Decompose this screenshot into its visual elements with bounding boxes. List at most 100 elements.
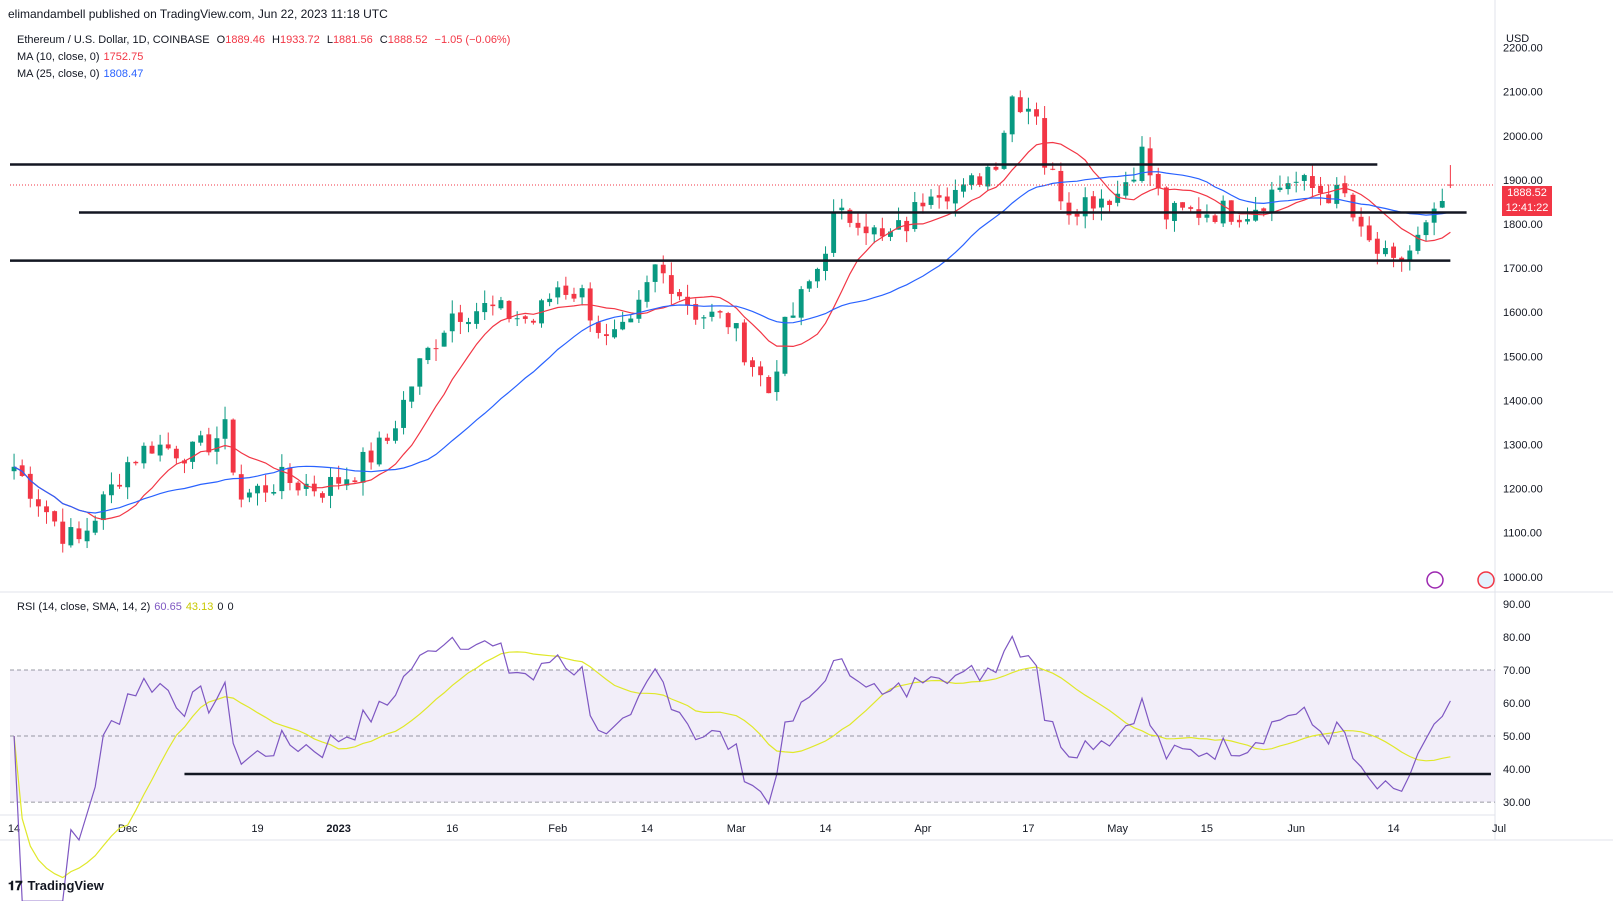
candle-body — [60, 521, 66, 544]
time-tick-label: 2023 — [326, 823, 350, 835]
candle-body — [595, 322, 601, 333]
candle-body — [1025, 108, 1031, 112]
candle-body — [668, 275, 674, 294]
candle-body — [1204, 214, 1210, 218]
price-tick-label: 1700.00 — [1503, 263, 1543, 275]
candle-body — [636, 299, 642, 319]
rsi-tick-label: 70.00 — [1503, 665, 1531, 677]
candle-body — [1123, 182, 1129, 196]
currency-label: USD — [1506, 33, 1529, 45]
open-value: 1889.46 — [225, 34, 265, 46]
candle-body — [571, 293, 577, 299]
time-tick-label: May — [1107, 823, 1128, 835]
time-tick-label: 14 — [8, 823, 20, 835]
candle-body — [100, 494, 106, 521]
low-label: L — [326, 34, 333, 46]
candle-body — [1188, 207, 1194, 209]
candle-body — [506, 300, 512, 320]
time-tick-label: 16 — [446, 823, 458, 835]
candle-body — [579, 288, 585, 298]
candle-body — [1155, 173, 1161, 189]
candle-body — [928, 196, 934, 205]
candle-body — [246, 492, 252, 498]
high-value: 1933.72 — [279, 34, 320, 46]
ma10-legend[interactable]: MA (10, close, 0) 1752.75 — [17, 51, 147, 63]
candle-body — [214, 438, 220, 452]
candle-body — [368, 450, 374, 463]
candle-body — [1261, 208, 1267, 211]
candle-body — [628, 318, 634, 323]
symbol-name[interactable]: Ethereum / U.S. Dollar, 1D, COINBASE — [17, 34, 210, 46]
candle-body — [944, 196, 950, 202]
candle-body — [1058, 170, 1064, 202]
candle-body — [109, 484, 114, 496]
candle-body — [1147, 148, 1153, 176]
candle-body — [11, 466, 17, 472]
candle-body — [977, 176, 983, 185]
ma25-line — [13, 171, 1451, 514]
candle-body — [1066, 202, 1072, 216]
price-tick-label: 1300.00 — [1503, 439, 1543, 451]
rsi-value: 60.65 — [154, 601, 182, 613]
candle-body — [449, 313, 455, 332]
candle-body — [1358, 216, 1364, 227]
price-tick-label: 1500.00 — [1503, 351, 1543, 363]
candle-body — [1318, 185, 1323, 194]
candle-body — [660, 264, 666, 274]
candle-body — [1374, 238, 1380, 254]
time-tick-label: Jun — [1287, 823, 1305, 835]
candle-body — [84, 530, 90, 542]
candle-body — [693, 304, 699, 320]
candle-body — [823, 253, 828, 272]
candle-body — [1285, 183, 1291, 190]
candle-body — [677, 292, 682, 297]
candle-body — [417, 358, 423, 387]
candle-body — [27, 473, 33, 499]
candle-body — [52, 511, 58, 522]
candle-body — [393, 428, 398, 441]
publish-header: elimandambell published on TradingView.c… — [8, 7, 388, 21]
candle-body — [1350, 194, 1356, 218]
ma25-legend[interactable]: MA (25, close, 0) 1808.47 — [17, 68, 147, 80]
candle-body — [482, 303, 488, 313]
tradingview-footer[interactable]: 𝟏𝟕 TradingView — [8, 878, 104, 894]
rsi-legend[interactable]: RSI (14, close, SMA, 14, 2) 60.65 43.13 0 0 — [17, 601, 238, 613]
candle-body — [498, 300, 504, 309]
candle-body — [230, 419, 236, 473]
ma25-label: MA (25, close, 0) — [17, 68, 100, 80]
price-tick-label: 2100.00 — [1503, 87, 1543, 99]
candle-body — [717, 311, 723, 313]
candle-body — [839, 207, 845, 211]
rsi-extra-b: 0 — [227, 601, 234, 613]
candle-body — [1301, 175, 1307, 181]
ma10-value: 1752.75 — [103, 51, 144, 63]
candle-body — [912, 202, 918, 230]
symbol-legend: Ethereum / U.S. Dollar, 1D, COINBASE O18… — [17, 34, 514, 46]
candle-body — [1236, 219, 1242, 223]
time-tick-label: Jul — [1492, 823, 1506, 835]
candle-body — [425, 347, 431, 361]
rsi-tick-label: 80.00 — [1503, 632, 1531, 644]
candle-body — [295, 482, 301, 491]
candle-body — [19, 465, 25, 476]
price-tick-label: 1600.00 — [1503, 307, 1543, 319]
candle-body — [855, 222, 861, 228]
price-tick-label: 1000.00 — [1503, 572, 1543, 584]
candle-body — [255, 485, 260, 494]
time-tick-label: 14 — [641, 823, 653, 835]
candle-body — [76, 528, 82, 540]
close-label: C — [379, 34, 388, 46]
candle-body — [125, 462, 131, 488]
candle-body — [1107, 200, 1112, 205]
flag-icon — [1477, 571, 1495, 589]
candle-body — [1099, 198, 1104, 208]
candle-body — [547, 298, 553, 303]
candle-body — [1423, 222, 1429, 236]
candle-body — [198, 435, 204, 443]
time-tick-label: Apr — [914, 823, 931, 835]
candle-body — [782, 316, 788, 374]
candle-body — [1009, 96, 1015, 135]
candle-body — [612, 329, 617, 338]
candle-body — [936, 195, 942, 198]
